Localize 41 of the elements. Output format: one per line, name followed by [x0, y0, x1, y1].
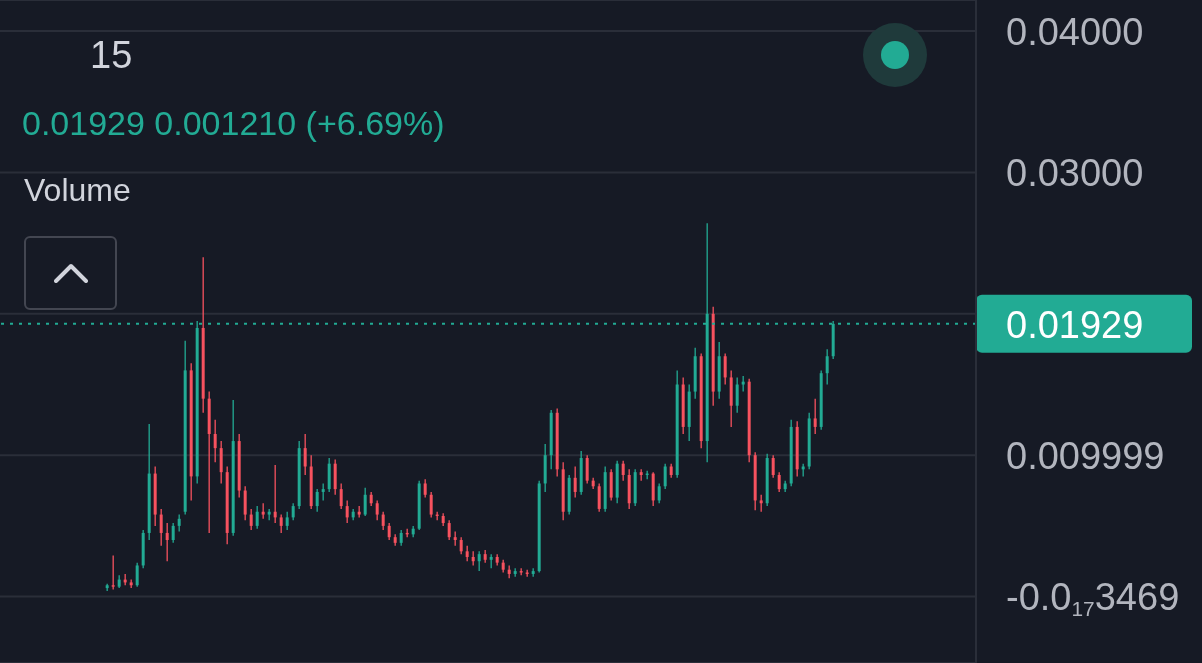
candlestick	[735, 376, 739, 414]
candlestick	[135, 561, 139, 588]
candlestick	[663, 463, 667, 490]
candlestick	[573, 465, 577, 499]
annotation: Volume	[24, 172, 131, 208]
candlestick	[345, 499, 349, 524]
text: 0.01929 0.001210 (+6.69%)	[22, 104, 445, 142]
y-tick-label: 0.04000	[1006, 10, 1144, 53]
candlestick	[585, 454, 589, 485]
y-tick-label: 0.03000	[1006, 152, 1144, 195]
candlestick	[111, 554, 115, 591]
ref-line-label: 0.01929	[1006, 303, 1144, 346]
candlestick	[165, 522, 169, 562]
candlestick	[375, 499, 379, 521]
candlestick	[423, 478, 427, 499]
candlestick	[159, 508, 163, 547]
candlestick	[825, 348, 829, 386]
candlestick	[171, 522, 175, 544]
candlestick	[621, 460, 625, 482]
candlestick	[429, 491, 433, 519]
candlestick	[771, 454, 775, 479]
candlestick	[777, 471, 781, 493]
candlestick	[279, 513, 283, 534]
y-tick-label: 0.009999	[1006, 434, 1165, 477]
text: 15	[90, 34, 133, 76]
candlestick	[339, 482, 343, 510]
candlestick	[249, 508, 253, 531]
candlestick	[447, 519, 451, 541]
candlestick	[315, 488, 319, 513]
candlestick	[363, 487, 367, 517]
y-tick-label: -0.0$_{17}$3469	[1006, 576, 1180, 621]
candlestick	[213, 419, 217, 463]
candlestick	[255, 505, 259, 530]
candlestick	[813, 398, 817, 435]
candlestick	[303, 433, 307, 476]
candlestick	[477, 550, 481, 572]
candlestick	[381, 511, 385, 531]
candlestick	[657, 482, 661, 504]
candlestick	[597, 482, 601, 513]
candlestick	[285, 511, 289, 531]
candlestick	[723, 352, 727, 386]
